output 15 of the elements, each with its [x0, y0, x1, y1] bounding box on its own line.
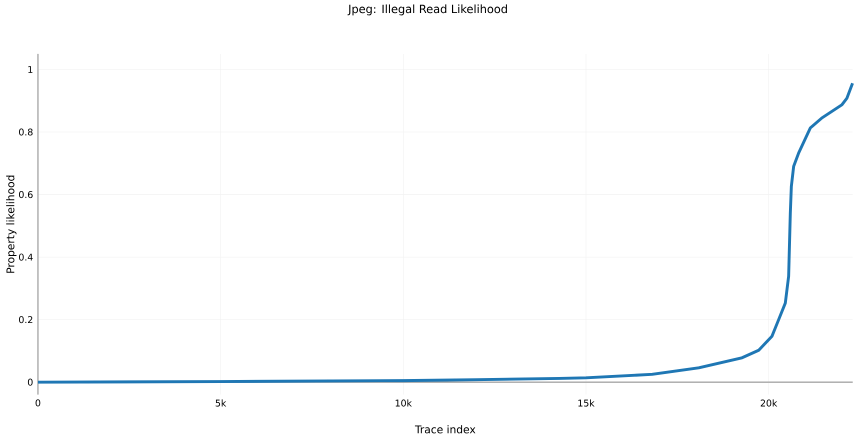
x-tick-label: 10k	[396, 399, 412, 407]
x-tick-label: 15k	[578, 399, 595, 407]
chart-title: Jpeg: Illegal Read Likelihood	[348, 4, 507, 16]
x-tick-label: 0	[36, 399, 40, 406]
y-axis-title: Property likelihood	[6, 176, 16, 273]
y-tick-label: 1	[28, 66, 32, 73]
y-tick-label: 0.4	[19, 254, 33, 261]
x-axis-title: Trace index	[414, 425, 476, 434]
y-tick-label: 0.2	[19, 316, 32, 324]
y-tick-label: 0.6	[19, 191, 33, 198]
x-tick-label: 20k	[760, 399, 778, 407]
line-series	[36, 82, 854, 384]
x-tick-label: 5k	[216, 399, 226, 407]
y-tick-label: 0	[28, 378, 33, 386]
y-tick-label: 0.8	[19, 128, 33, 136]
